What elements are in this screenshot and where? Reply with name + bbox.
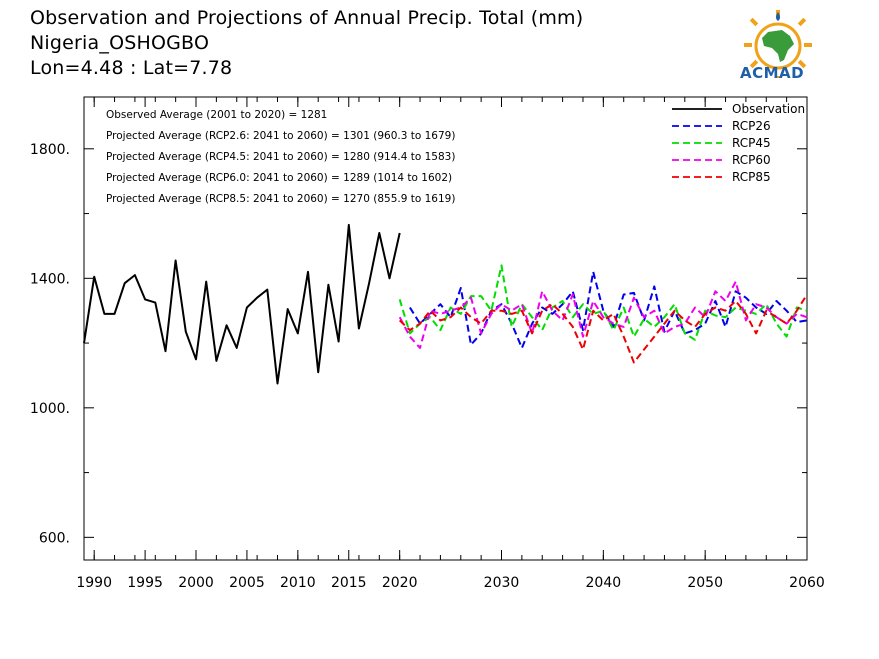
chart-title: Observation and Projections of Annual Pr…: [30, 7, 584, 29]
x-tick-label: 1990: [76, 575, 112, 591]
x-tick-label: 1995: [127, 575, 163, 591]
y-tick-label: 600.: [39, 530, 70, 546]
series-line-rcp26: [409, 270, 808, 349]
legend-label-rcp45: RCP45: [732, 136, 771, 150]
station-name: Nigeria_OSHOGBO: [30, 32, 210, 54]
x-tick-label: 2010: [280, 575, 316, 591]
y-tick-label: 1400.: [30, 271, 70, 287]
legend-label-rcp26: RCP26: [732, 119, 771, 133]
average-annotation: Projected Average (RCP2.6: 2041 to 2060)…: [106, 130, 455, 142]
y-tick-label: 1000.: [30, 401, 70, 417]
y-tick-label: 1800.: [30, 142, 70, 158]
series-line-observation: [83, 223, 401, 385]
legend-label-observation: Observation: [732, 102, 805, 116]
series-line-rcp60: [398, 280, 808, 349]
logo-text: ACMAD: [740, 64, 805, 82]
average-annotation: Observed Average (2001 to 2020) = 1281: [106, 109, 327, 121]
legend-label-rcp60: RCP60: [732, 153, 771, 167]
average-annotation: Projected Average (RCP8.5: 2041 to 2060)…: [106, 193, 455, 205]
x-tick-label: 2050: [687, 575, 723, 591]
station-coordinates: Lon=4.48 : Lat=7.78: [30, 57, 233, 79]
average-annotation: Projected Average (RCP4.5: 2041 to 2060)…: [106, 151, 455, 163]
series-line-rcp85: [399, 293, 808, 364]
legend-label-rcp85: RCP85: [732, 170, 771, 184]
series-layer: [83, 223, 808, 385]
annotations: Observed Average (2001 to 2020) = 1281 Pr…: [106, 109, 455, 205]
legend: Observation RCP26 RCP45 RCP60 RCP85: [672, 102, 805, 184]
x-tick-label: 2020: [382, 575, 418, 591]
x-tick-label: 2040: [586, 575, 622, 591]
x-tick-label: 2060: [789, 575, 825, 591]
x-tick-label: 2005: [229, 575, 265, 591]
x-tick-label: 2015: [331, 575, 367, 591]
x-tick-label: 2000: [178, 575, 214, 591]
plot-frame: [83, 96, 808, 561]
x-tick-label: 2030: [484, 575, 520, 591]
average-annotation: Projected Average (RCP6.0: 2041 to 2060)…: [106, 172, 452, 184]
acmad-logo-icon: [744, 10, 812, 78]
series-line-rcp45: [398, 264, 808, 341]
